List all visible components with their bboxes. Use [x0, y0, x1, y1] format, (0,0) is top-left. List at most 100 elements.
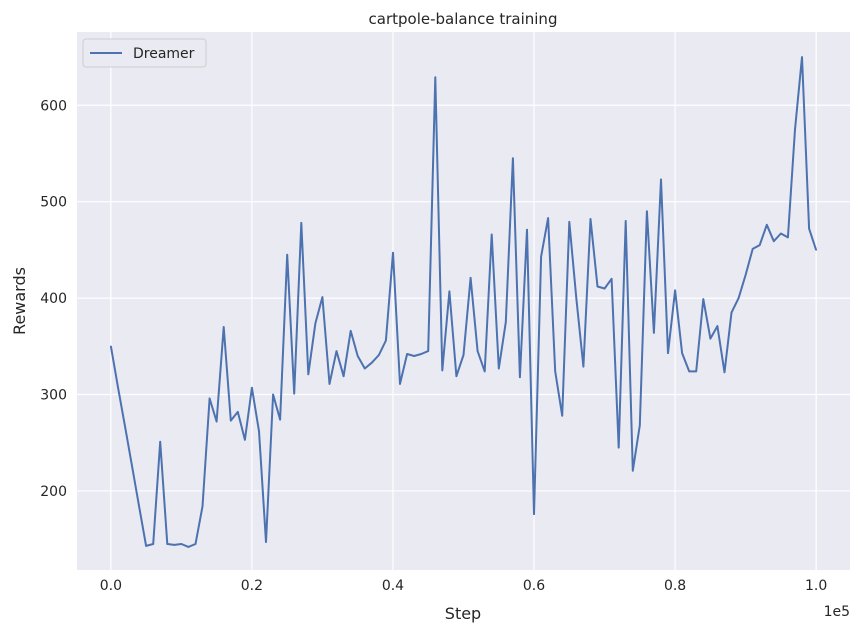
data-point — [173, 544, 176, 546]
y-tick-label: 500 — [40, 195, 67, 211]
data-point — [737, 297, 740, 299]
data-point — [180, 543, 183, 545]
data-point — [420, 353, 422, 355]
data-point — [413, 355, 415, 357]
data-point — [547, 217, 549, 219]
data-point — [512, 157, 514, 160]
data-point — [138, 505, 140, 508]
data-point — [371, 361, 373, 364]
y-tick-labels: 200 300 400 500 600 — [40, 98, 67, 500]
data-point — [265, 541, 267, 543]
data-point — [674, 289, 676, 292]
data-point — [751, 248, 754, 250]
data-point — [610, 278, 613, 280]
data-point — [561, 414, 564, 417]
data-point — [744, 274, 747, 276]
data-point — [723, 371, 726, 374]
legend-label-dreamer: Dreamer — [133, 46, 195, 62]
x-offset-label: 1e5 — [824, 604, 850, 620]
data-point — [258, 430, 260, 432]
data-point — [773, 240, 775, 243]
data-point — [476, 350, 479, 352]
x-axis-label: Step — [445, 604, 481, 623]
data-point — [244, 439, 246, 441]
x-tick-label: 1.0 — [805, 578, 827, 594]
data-point — [300, 222, 303, 224]
data-point — [582, 365, 585, 368]
data-point — [709, 337, 712, 340]
data-point — [321, 296, 324, 298]
data-point — [695, 370, 698, 373]
chart-title: cartpole-balance training — [369, 10, 558, 28]
data-point — [399, 383, 401, 385]
data-point — [540, 255, 542, 258]
data-point — [589, 218, 592, 220]
x-tick-label: 0.4 — [382, 578, 404, 594]
data-point — [681, 352, 683, 354]
data-point — [490, 233, 493, 236]
data-point — [286, 253, 288, 256]
plot-background — [77, 32, 850, 570]
data-point — [702, 298, 705, 300]
data-point — [730, 311, 733, 314]
data-point — [639, 424, 641, 427]
data-point — [434, 76, 437, 79]
data-point — [519, 376, 521, 378]
data-point — [497, 367, 500, 370]
data-point — [808, 227, 810, 230]
data-point — [222, 326, 225, 328]
data-point — [758, 244, 761, 246]
data-point — [554, 370, 556, 373]
data-point — [427, 350, 430, 352]
data-point — [187, 546, 190, 548]
data-point — [469, 277, 472, 279]
data-point — [314, 322, 317, 324]
data-point — [716, 325, 719, 327]
data-point — [145, 545, 147, 547]
data-point — [378, 354, 380, 356]
x-tick-label: 0.0 — [100, 578, 122, 594]
data-point — [279, 418, 281, 421]
data-point — [667, 352, 669, 354]
data-point — [533, 513, 535, 515]
data-point — [335, 350, 338, 352]
data-point — [307, 373, 310, 376]
y-tick-label: 200 — [40, 484, 67, 500]
data-point — [117, 386, 119, 388]
data-point — [653, 332, 655, 334]
data-point — [603, 287, 606, 290]
data-point — [406, 353, 408, 355]
y-tick-label: 600 — [40, 98, 67, 114]
data-point — [765, 224, 768, 226]
x-tick-label: 0.6 — [523, 578, 545, 594]
data-point — [660, 178, 662, 181]
data-point — [385, 339, 387, 342]
legend: Dreamer — [82, 38, 207, 68]
data-point — [208, 397, 211, 400]
data-point — [159, 440, 162, 443]
data-point — [483, 370, 486, 373]
data-point — [349, 330, 352, 332]
data-point — [237, 411, 239, 413]
data-point — [328, 383, 331, 385]
legend-box — [82, 38, 207, 68]
data-point — [794, 128, 796, 131]
data-point — [787, 236, 789, 239]
data-point — [646, 210, 648, 213]
x-tick-label: 0.8 — [664, 578, 686, 594]
data-point — [780, 232, 782, 235]
data-point — [201, 505, 204, 508]
data-point — [215, 420, 218, 423]
data-point — [526, 228, 528, 231]
data-point — [272, 393, 274, 396]
data-point — [624, 220, 627, 222]
data-point — [131, 465, 133, 467]
data-point — [505, 321, 507, 324]
y-tick-label: 400 — [40, 291, 67, 307]
data-point — [575, 297, 578, 299]
y-axis-label: Rewards — [10, 267, 29, 335]
x-tick-labels: 0.0 0.2 0.4 0.6 0.8 1.0 — [100, 578, 828, 594]
data-point — [342, 375, 345, 378]
y-tick-label: 300 — [40, 388, 67, 404]
